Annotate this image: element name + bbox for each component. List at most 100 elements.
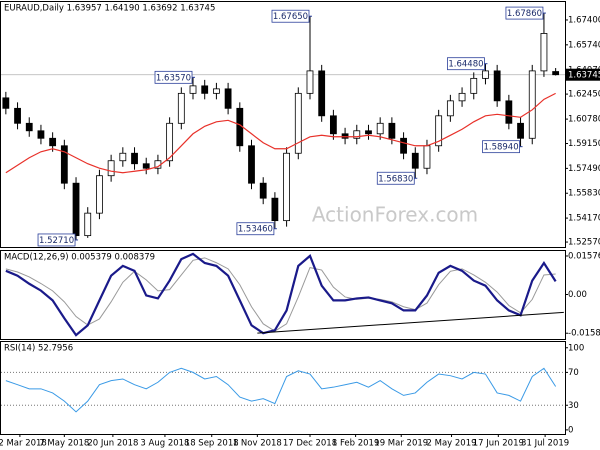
y-tick-label: 1.65740 bbox=[568, 40, 600, 50]
x-tick-label: 1 Feb 2019 bbox=[332, 439, 380, 449]
y-tick-label: 0.015762 bbox=[568, 251, 600, 261]
candle-body bbox=[131, 152, 138, 165]
y-tick-label: 1.57490 bbox=[568, 164, 600, 174]
candle-body bbox=[306, 70, 314, 94]
candle-body bbox=[446, 100, 454, 117]
annotation-label: 1.67860 bbox=[507, 9, 542, 19]
candle-body bbox=[224, 88, 232, 109]
candle-body bbox=[49, 137, 57, 147]
candle-body bbox=[470, 77, 478, 94]
rsi-line bbox=[5, 367, 557, 413]
candle-body bbox=[388, 122, 396, 139]
candle-body bbox=[2, 97, 10, 109]
annotation-box bbox=[236, 222, 275, 236]
candle-body bbox=[294, 92, 302, 154]
moving-average bbox=[5, 92, 556, 174]
y-tick-label: 1.54170 bbox=[568, 214, 600, 224]
candle-body bbox=[283, 152, 290, 222]
y-tick-label: 70 bbox=[568, 368, 579, 378]
candle-body bbox=[365, 130, 372, 135]
annotation-label: 1.64480 bbox=[448, 60, 483, 70]
annotation-label: 1.53460 bbox=[238, 225, 273, 235]
candle-body bbox=[400, 137, 407, 154]
annotation-label: 1.67650 bbox=[273, 12, 308, 22]
candle-body bbox=[119, 152, 127, 162]
candle-body bbox=[528, 70, 536, 139]
candle-body bbox=[201, 85, 209, 94]
signal-line bbox=[5, 257, 556, 332]
y-tick-label: 1.52570 bbox=[568, 238, 600, 248]
y-tick-label: 1.62450 bbox=[568, 90, 600, 100]
candle-body bbox=[552, 71, 560, 76]
candle-body bbox=[353, 130, 361, 139]
candle-body bbox=[177, 92, 185, 124]
annotation-label: 1.52710 bbox=[39, 236, 74, 246]
x-tick-label: 2 May 2019 bbox=[427, 439, 477, 449]
annotation-box bbox=[447, 57, 485, 71]
annotation-label: 1.58940 bbox=[483, 143, 518, 153]
y-tick-label: 0 bbox=[568, 425, 573, 435]
annotation-box bbox=[37, 233, 76, 247]
annotation-box bbox=[376, 171, 415, 185]
y-tick-label: 1.59150 bbox=[568, 139, 600, 149]
x-tick-label: 22 Mar 2018 bbox=[0, 439, 47, 449]
candle-body bbox=[493, 70, 501, 102]
candle-body bbox=[142, 163, 150, 169]
annotation-label: 1.63570 bbox=[156, 73, 191, 83]
panel-title: RSI(14) 52.7956 bbox=[4, 344, 73, 354]
y-tick-label: 1.55830 bbox=[568, 189, 600, 199]
candle-body bbox=[411, 152, 419, 169]
rsi-panel bbox=[0, 341, 566, 435]
panel-title: MACD(12,26,9) 0.005379 0.008379 bbox=[4, 253, 155, 263]
candle-body bbox=[505, 100, 513, 124]
y-tick-label: 1.60780 bbox=[568, 115, 600, 125]
trendline bbox=[257, 311, 564, 334]
candle-body bbox=[271, 197, 279, 222]
macd-panel bbox=[0, 250, 566, 340]
candle-body bbox=[318, 70, 326, 117]
x-tick-label: 17 Jun 2019 bbox=[473, 439, 524, 449]
y-tick-label: 30 bbox=[568, 401, 579, 411]
candle-body bbox=[329, 115, 337, 135]
candle-body bbox=[14, 107, 21, 124]
candle-body bbox=[248, 145, 255, 184]
candle-body bbox=[540, 33, 548, 72]
candle-body bbox=[25, 122, 33, 132]
candle-body bbox=[435, 115, 443, 147]
y-tick-label: 1.67400 bbox=[568, 15, 600, 25]
last-price-box bbox=[566, 68, 600, 81]
candle-body bbox=[84, 212, 92, 237]
price-panel bbox=[0, 1, 566, 248]
candle-body bbox=[482, 70, 489, 79]
candle-body bbox=[517, 122, 524, 139]
x-tick-label: 18 Sep 2018 bbox=[185, 439, 239, 449]
candle-body bbox=[458, 92, 466, 102]
x-tick-label: 17 Dec 2018 bbox=[283, 439, 337, 449]
candle-body bbox=[166, 122, 174, 162]
y-tick-label: 100 bbox=[568, 343, 584, 353]
x-tick-label: 1 Nov 2018 bbox=[233, 439, 282, 449]
x-tick-label: 31 Jul 2019 bbox=[521, 439, 569, 449]
annotation-box bbox=[505, 6, 544, 20]
candle-body bbox=[376, 122, 384, 135]
annotation-box bbox=[271, 9, 310, 23]
candle-body bbox=[259, 182, 267, 199]
candle-body bbox=[213, 88, 220, 94]
annotation-box bbox=[154, 70, 193, 84]
candle-body bbox=[37, 130, 45, 139]
x-tick-label: 7 May 2018 bbox=[39, 439, 89, 449]
candle-body bbox=[96, 175, 103, 214]
candle-body bbox=[423, 145, 431, 169]
annotation-label: 1.56830 bbox=[378, 174, 413, 184]
x-tick-label: 19 Mar 2019 bbox=[374, 439, 428, 449]
candle-body bbox=[60, 145, 68, 184]
y-tick-label: 0.00 bbox=[568, 290, 587, 300]
last-price-label: 1.63745 bbox=[568, 71, 600, 81]
y-tick-label: -0.015834 bbox=[568, 329, 600, 339]
candle-body bbox=[341, 133, 349, 139]
x-tick-label: 20 Jun 2018 bbox=[87, 439, 138, 449]
candle-body bbox=[72, 182, 80, 237]
x-tick-label: 3 Aug 2018 bbox=[140, 439, 189, 449]
annotation-box bbox=[482, 140, 520, 154]
